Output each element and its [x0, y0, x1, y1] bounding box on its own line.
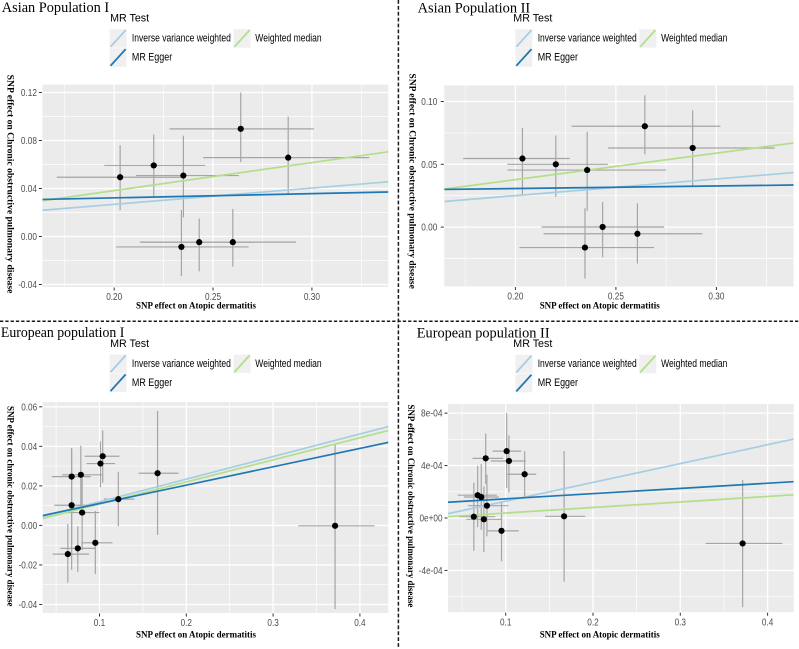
svg-text:0.02: 0.02 — [21, 481, 37, 492]
svg-text:MR Egger: MR Egger — [538, 377, 579, 389]
svg-text:Inverse variance weighted: Inverse variance weighted — [538, 358, 637, 370]
svg-text:SNP effect on Chronic obstruct: SNP effect on Chronic obstructive pulmon… — [5, 75, 15, 294]
svg-text:0.4: 0.4 — [354, 618, 366, 629]
svg-text:SNP effect on Chronic obstruct: SNP effect on Chronic obstructive pulmon… — [405, 405, 415, 608]
svg-text:0.1: 0.1 — [500, 617, 512, 628]
svg-text:SNP effect on Atopic dermatiti: SNP effect on Atopic dermatitis — [136, 630, 256, 641]
svg-text:Asian Population I: Asian Population I — [2, 0, 110, 16]
svg-text:SNP effect on Atopic dermatiti: SNP effect on Atopic dermatitis — [540, 630, 660, 641]
svg-text:0.05: 0.05 — [421, 160, 437, 171]
svg-text:Inverse variance weighted: Inverse variance weighted — [132, 33, 231, 45]
svg-text:MR Egger: MR Egger — [132, 52, 173, 64]
svg-text:0.10: 0.10 — [421, 97, 437, 108]
svg-text:Weighted median: Weighted median — [255, 358, 321, 370]
svg-text:0.20: 0.20 — [507, 292, 523, 303]
svg-text:-0.02: -0.02 — [19, 560, 38, 571]
svg-text:European population II: European population II — [417, 325, 550, 341]
svg-text:Weighted median: Weighted median — [661, 33, 727, 45]
svg-text:SNP effect on Atopic dermatiti: SNP effect on Atopic dermatitis — [540, 301, 660, 312]
svg-text:0.30: 0.30 — [304, 292, 320, 303]
svg-text:-4e-04: -4e-04 — [419, 566, 443, 577]
svg-text:0.4: 0.4 — [762, 617, 774, 628]
svg-text:0.00: 0.00 — [21, 232, 37, 243]
svg-text:-0.04: -0.04 — [18, 280, 37, 291]
svg-text:SNP effect on Atopic dermatiti: SNP effect on Atopic dermatitis — [136, 301, 256, 312]
svg-text:0.12: 0.12 — [21, 88, 37, 99]
svg-text:0.00: 0.00 — [21, 521, 37, 532]
svg-text:8e-04: 8e-04 — [421, 409, 443, 420]
svg-text:0.20: 0.20 — [106, 292, 122, 303]
svg-text:0.08: 0.08 — [21, 136, 37, 147]
svg-text:0.2: 0.2 — [587, 617, 599, 628]
svg-text:0.04: 0.04 — [21, 442, 37, 453]
svg-text:0.25: 0.25 — [608, 292, 624, 303]
svg-text:0.1: 0.1 — [94, 618, 106, 629]
svg-text:MR Test: MR Test — [110, 338, 149, 350]
svg-text:MR Test: MR Test — [110, 13, 149, 25]
svg-text:Asian Population II: Asian Population II — [418, 0, 531, 16]
svg-text:0.2: 0.2 — [181, 618, 193, 629]
svg-text:0.04: 0.04 — [21, 184, 37, 195]
svg-text:0.06: 0.06 — [21, 402, 37, 413]
svg-text:4e-04: 4e-04 — [421, 461, 443, 472]
svg-text:MR Test: MR Test — [513, 13, 552, 25]
svg-text:SNP effect on Chronic obstruct: SNP effect on Chronic obstructive pulmon… — [407, 74, 417, 289]
svg-text:0e+00: 0e+00 — [420, 514, 443, 525]
svg-text:Weighted median: Weighted median — [255, 33, 321, 45]
svg-text:MR Test: MR Test — [513, 338, 552, 350]
svg-text:0.3: 0.3 — [675, 617, 687, 628]
svg-text:European population I: European population I — [1, 325, 125, 341]
svg-text:Inverse variance weighted: Inverse variance weighted — [538, 33, 637, 45]
svg-text:MR Egger: MR Egger — [132, 377, 173, 389]
svg-text:Inverse variance weighted: Inverse variance weighted — [132, 358, 231, 370]
svg-text:Weighted median: Weighted median — [661, 358, 727, 370]
svg-text:SNP effect on chronic obstruct: SNP effect on chronic obstructive pulmon… — [5, 406, 15, 606]
svg-text:0.30: 0.30 — [708, 292, 724, 303]
svg-text:MR Egger: MR Egger — [538, 52, 579, 64]
svg-text:-0.04: -0.04 — [19, 600, 38, 611]
svg-text:0.25: 0.25 — [205, 292, 221, 303]
svg-text:0.00: 0.00 — [421, 223, 437, 234]
svg-text:0.3: 0.3 — [267, 618, 279, 629]
